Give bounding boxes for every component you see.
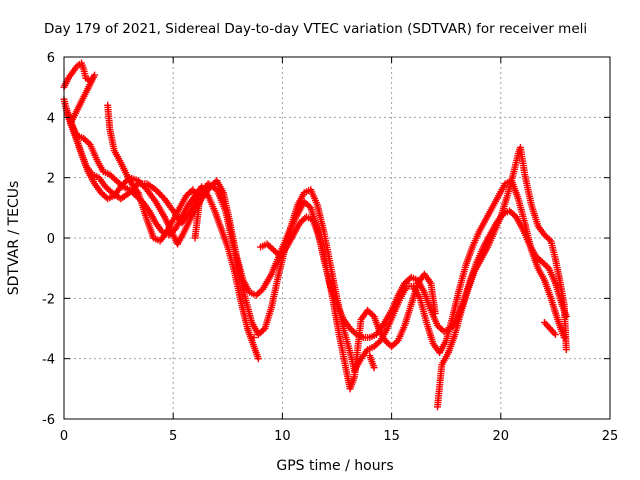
- y-tick-label: -2: [42, 292, 55, 307]
- x-tick-label: 5: [169, 429, 177, 444]
- data-point: [254, 355, 262, 363]
- y-tick-label: 4: [47, 111, 55, 126]
- y-tick-label: -4: [42, 353, 55, 368]
- y-tick-label: 0: [47, 232, 55, 247]
- x-tick-label: 0: [60, 429, 68, 444]
- series-track-c: [60, 59, 570, 411]
- x-tick-label: 10: [274, 429, 291, 444]
- data-point: [562, 346, 570, 354]
- axis-ticks: 0 5 10 15 20 25 -6 -4 -2 0 2 4 6: [42, 51, 618, 444]
- y-tick-label: 2: [47, 172, 55, 187]
- chart-title: Day 179 of 2021, Sidereal Day-to-day VTE…: [44, 21, 587, 37]
- x-tick-label: 15: [383, 429, 400, 444]
- data-points: [60, 59, 570, 411]
- x-tick-label: 25: [602, 429, 619, 444]
- y-axis-label: SDTVAR / TECUs: [6, 181, 22, 296]
- data-point: [551, 331, 559, 339]
- x-axis-label: GPS time / hours: [276, 458, 393, 474]
- data-point: [191, 234, 199, 242]
- y-tick-label: -6: [42, 413, 55, 428]
- data-point: [366, 352, 374, 360]
- data-point: [250, 334, 258, 342]
- y-tick-label: 6: [47, 51, 55, 66]
- x-tick-label: 20: [493, 429, 510, 444]
- data-point: [431, 309, 439, 317]
